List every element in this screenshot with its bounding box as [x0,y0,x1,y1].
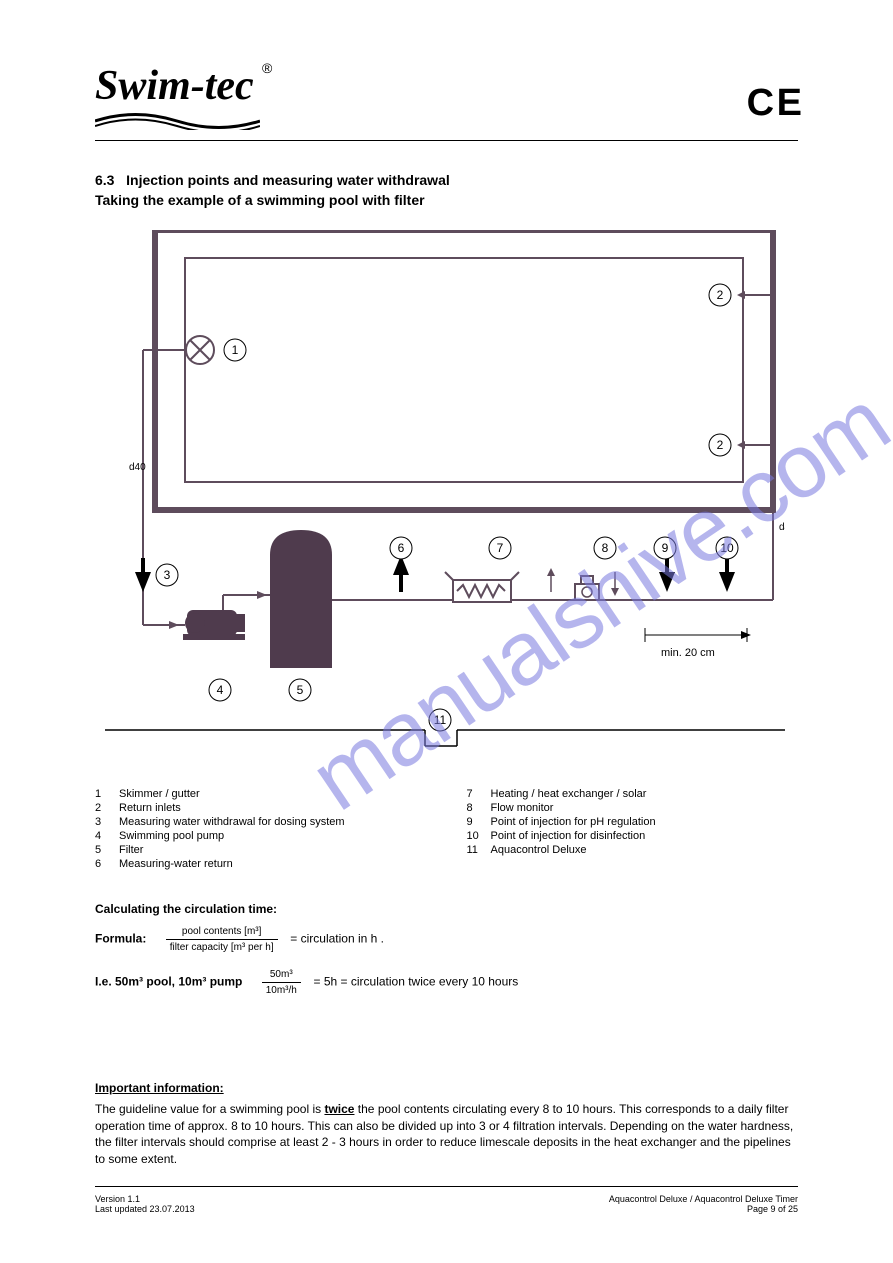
example-result: = 5h = circulation twice every 10 hours [314,975,519,989]
label-5: 5 [297,683,304,697]
footer-version: Version 1.1 [95,1194,195,1204]
calc-title: Calculating the circulation time: [95,900,798,918]
filter-icon [270,530,332,668]
brand-registered: ® [262,60,272,76]
example-fraction: 50m³ 10m³/h [262,967,301,998]
footer-product: Aquacontrol Deluxe / Aquacontrol Deluxe … [609,1194,798,1204]
pool-outer [155,230,773,510]
section-title: 6.3 Injection points and measuring water… [95,172,450,188]
heater-icon [445,572,519,602]
label-11: 11 [434,713,447,727]
legend-item: 1Skimmer / gutter [95,788,427,800]
pipe-dia-label-left: d40 [129,462,146,473]
legend-item: 2Return inlets [95,802,427,814]
label-9: 9 [662,541,669,555]
label-4: 4 [217,683,224,697]
distance-label: min. 20 cm [661,647,715,659]
legend-item: 9Point of injection for pH regulation [467,816,799,828]
formula-fraction: pool contents [m³] filter capacity [m³ p… [166,924,278,955]
legend: 1Skimmer / gutter 7Heating / heat exchan… [95,788,798,870]
diagram: min. 20 cm d40 d40 1 2 2 3 4 [105,230,785,755]
footer-date: Last updated 23.07.2013 [95,1204,195,1214]
legend-item: 3Measuring water withdrawal for dosing s… [95,816,427,828]
formula-label: Formula: [95,932,146,946]
label-8: 8 [602,541,609,555]
section-number: 6.3 [95,172,114,188]
header-rule [95,140,798,141]
brand-logo-wave [95,112,260,130]
pool-inner [185,258,743,482]
legend-item: 6Measuring-water return [95,858,427,870]
legend-item: 8Flow monitor [467,802,799,814]
legend-item: 7Heating / heat exchanger / solar [467,788,799,800]
flow-meter-icon [575,576,599,600]
ce-mark: C E [747,82,798,125]
brand-logo-text: Swim-tec [95,62,254,110]
legend-item: 4Swimming pool pump [95,830,427,842]
label-2b: 2 [717,438,724,452]
footer-page: Page 9 of 25 [609,1204,798,1214]
section-title-text: Injection points and measuring water wit… [126,172,450,188]
section-subtitle: Taking the example of a swimming pool wi… [95,192,425,208]
pump-icon [183,610,245,640]
footer: Version 1.1 Last updated 23.07.2013 Aqua… [95,1194,798,1214]
label-7: 7 [497,541,504,555]
label-3: 3 [164,568,171,582]
label-2a: 2 [717,288,724,302]
label-1: 1 [232,343,239,357]
label-6: 6 [398,541,405,555]
formula-eq: = circulation in h . [290,932,384,946]
pipe-dia-label-right: d40 [779,522,785,533]
label-10: 10 [720,541,734,555]
legend-item: 5Filter [95,844,427,856]
important-title: Important information: [95,1080,798,1097]
legend-item: 11Aquacontrol Deluxe [467,844,799,856]
important-body: The guideline value for a swimming pool … [95,1101,798,1168]
legend-item: 10Point of injection for disinfection [467,830,799,842]
example-label: I.e. 50m³ pool, 10m³ pump [95,975,242,989]
calculation-block: Calculating the circulation time: Formul… [95,900,798,1002]
footer-rule [95,1186,798,1187]
important-block: Important information: The guideline val… [95,1080,798,1168]
